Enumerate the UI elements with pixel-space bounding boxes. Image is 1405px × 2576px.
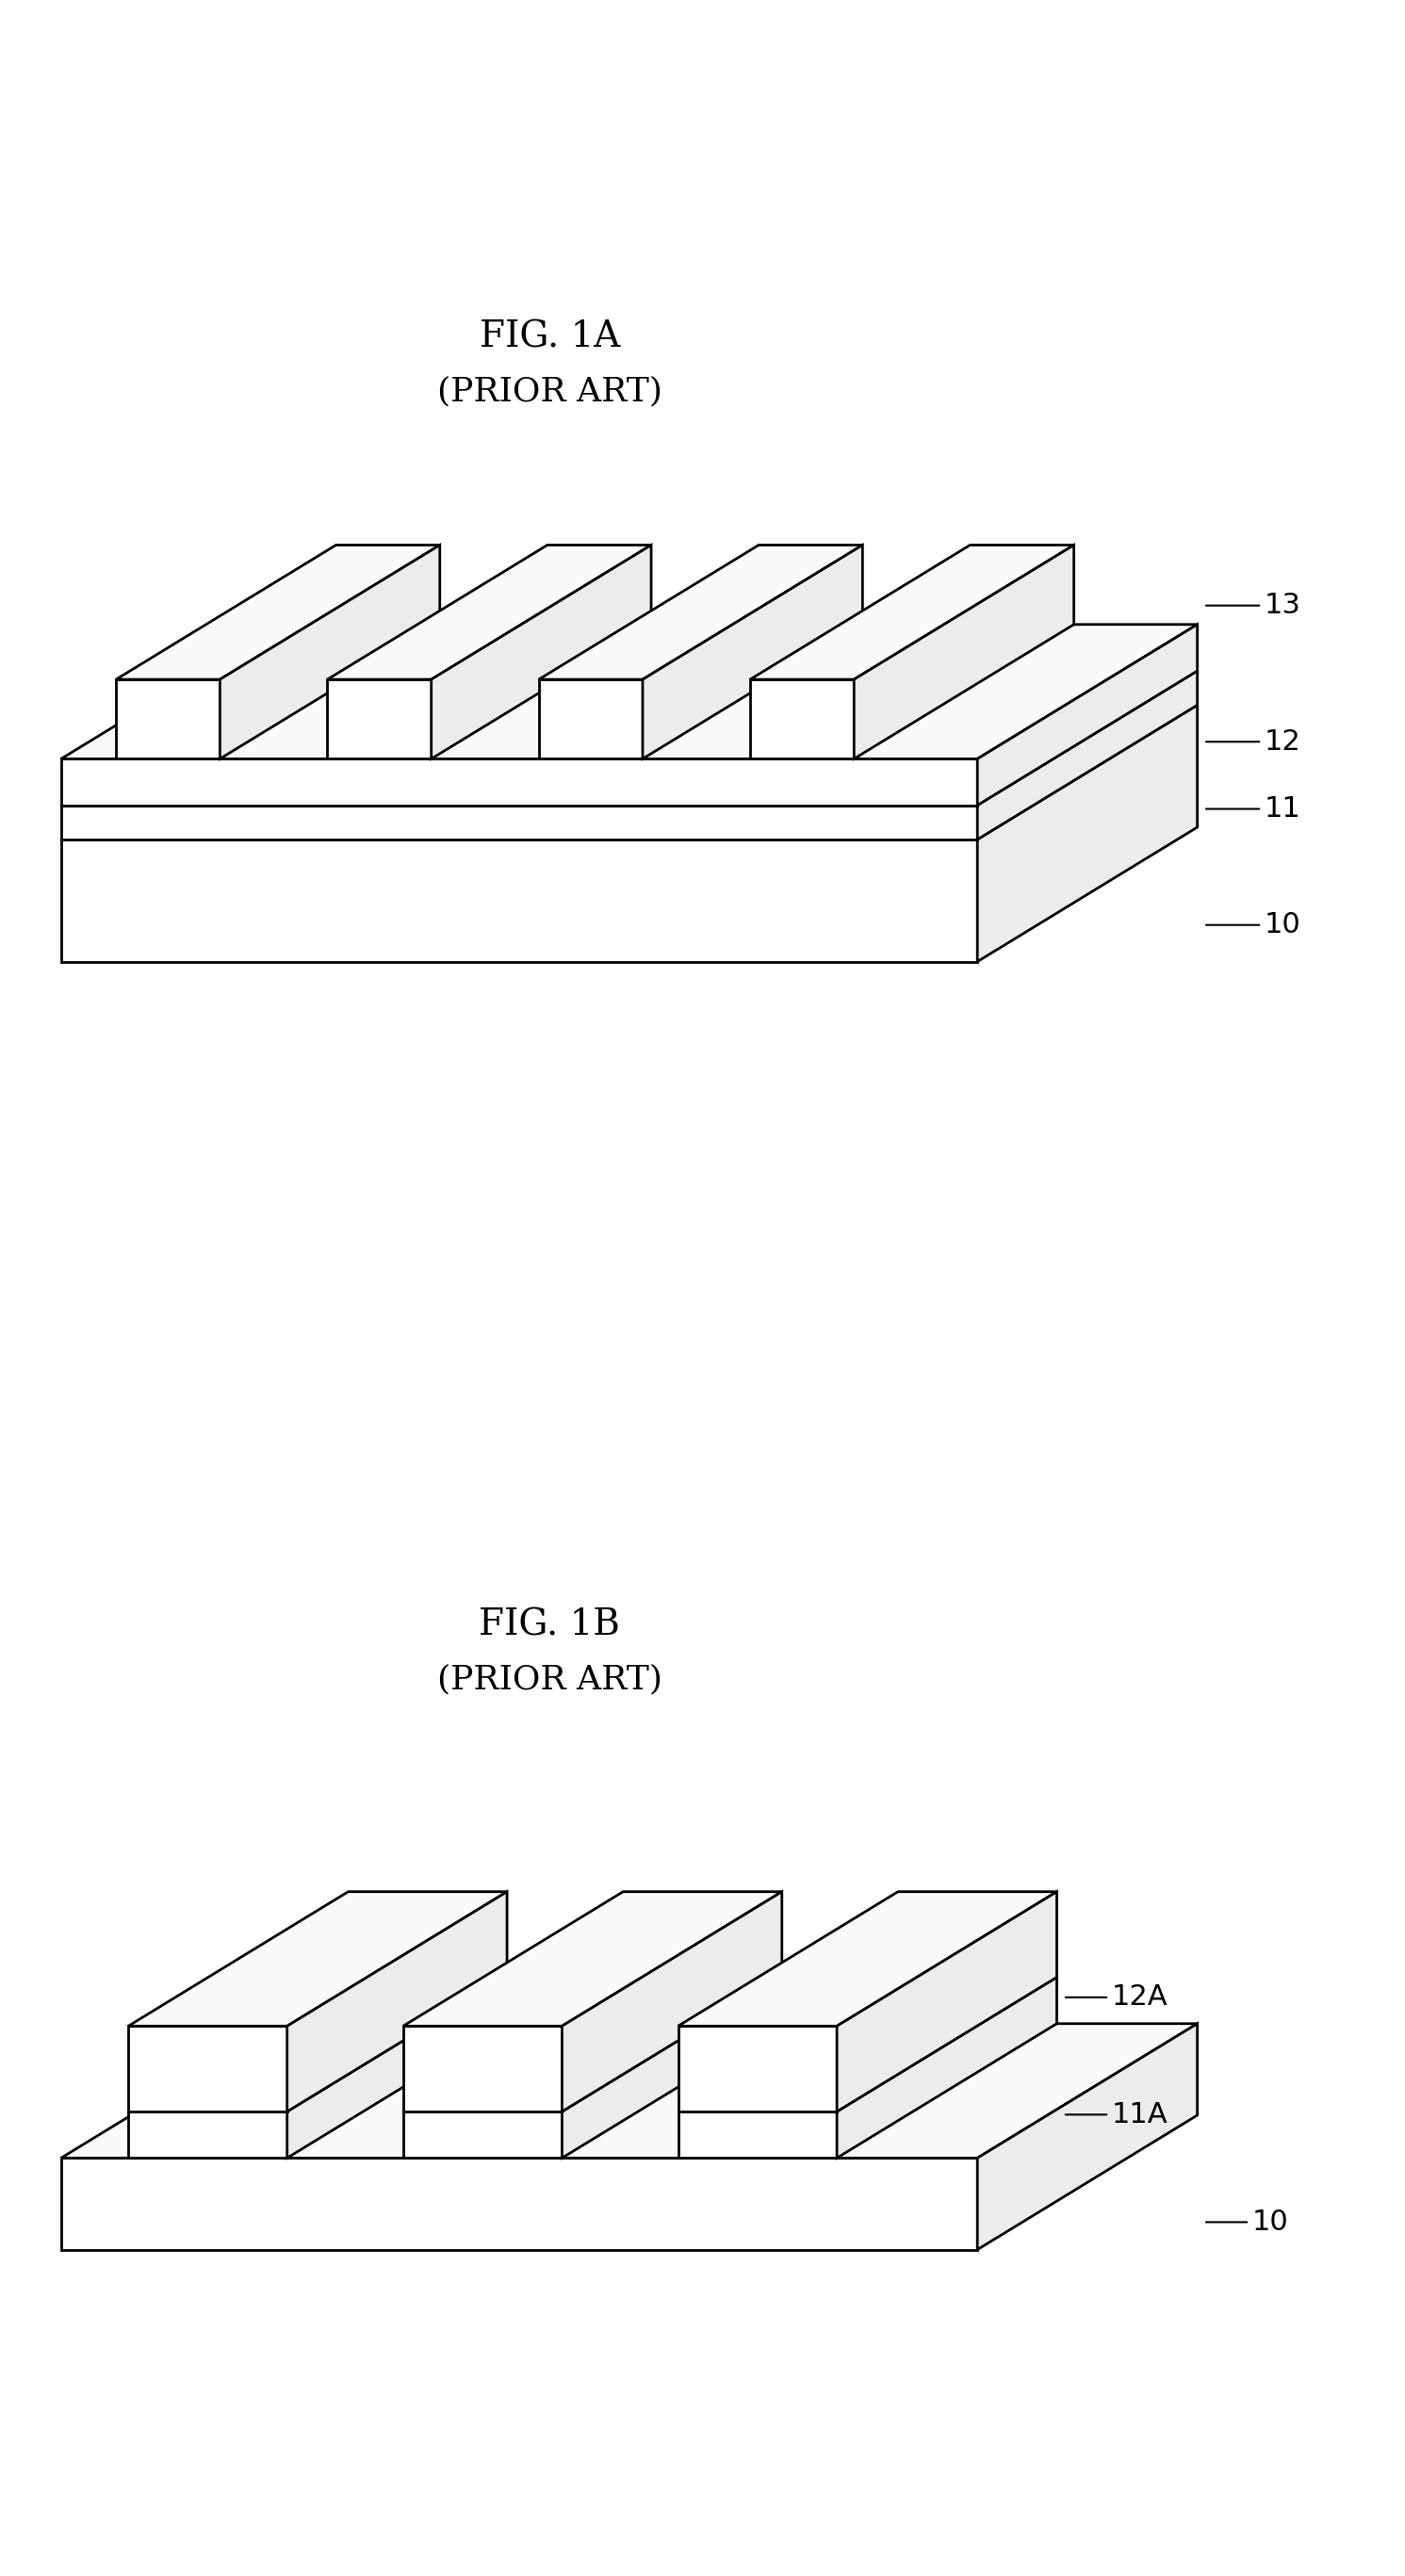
Text: 10: 10: [1205, 912, 1301, 938]
Polygon shape: [679, 1978, 1057, 2112]
Polygon shape: [287, 1891, 507, 2112]
Polygon shape: [403, 1891, 783, 2027]
Polygon shape: [60, 2159, 978, 2249]
Text: 12A: 12A: [1065, 1984, 1168, 2012]
Polygon shape: [60, 706, 1197, 840]
Polygon shape: [679, 1891, 1057, 2027]
Polygon shape: [403, 2112, 562, 2159]
Polygon shape: [750, 546, 1073, 680]
Polygon shape: [60, 840, 978, 961]
Polygon shape: [60, 806, 978, 840]
Polygon shape: [403, 2027, 562, 2112]
Text: 11A: 11A: [1065, 2102, 1168, 2128]
Polygon shape: [562, 1978, 783, 2159]
Polygon shape: [60, 670, 1197, 806]
Polygon shape: [403, 1978, 783, 2112]
Polygon shape: [837, 1978, 1057, 2159]
Polygon shape: [60, 623, 1197, 760]
Text: (PRIOR ART): (PRIOR ART): [437, 1664, 662, 1695]
Polygon shape: [128, 2027, 287, 2112]
Polygon shape: [327, 546, 651, 680]
Polygon shape: [679, 2027, 837, 2112]
Polygon shape: [60, 2025, 1197, 2159]
Text: (PRIOR ART): (PRIOR ART): [437, 376, 662, 407]
Polygon shape: [287, 1978, 507, 2159]
Polygon shape: [854, 546, 1073, 760]
Text: 13: 13: [1205, 592, 1301, 618]
Polygon shape: [221, 546, 440, 760]
Text: 10: 10: [1205, 2208, 1288, 2236]
Polygon shape: [978, 670, 1197, 840]
Polygon shape: [750, 680, 854, 760]
Polygon shape: [117, 546, 440, 680]
Polygon shape: [538, 680, 642, 760]
Polygon shape: [837, 1891, 1057, 2112]
Polygon shape: [128, 2112, 287, 2159]
Polygon shape: [538, 546, 863, 680]
Text: FIG. 1B: FIG. 1B: [479, 1607, 621, 1643]
Text: FIG. 1A: FIG. 1A: [479, 319, 620, 355]
Text: 12: 12: [1205, 729, 1301, 755]
Polygon shape: [60, 760, 978, 806]
Polygon shape: [679, 2112, 837, 2159]
Polygon shape: [978, 2025, 1197, 2249]
Text: 11: 11: [1205, 796, 1301, 822]
Polygon shape: [128, 1891, 507, 2027]
Polygon shape: [978, 706, 1197, 961]
Polygon shape: [128, 1978, 507, 2112]
Polygon shape: [562, 1891, 783, 2112]
Polygon shape: [117, 680, 221, 760]
Polygon shape: [431, 546, 651, 760]
Polygon shape: [978, 623, 1197, 806]
Polygon shape: [327, 680, 431, 760]
Polygon shape: [642, 546, 863, 760]
